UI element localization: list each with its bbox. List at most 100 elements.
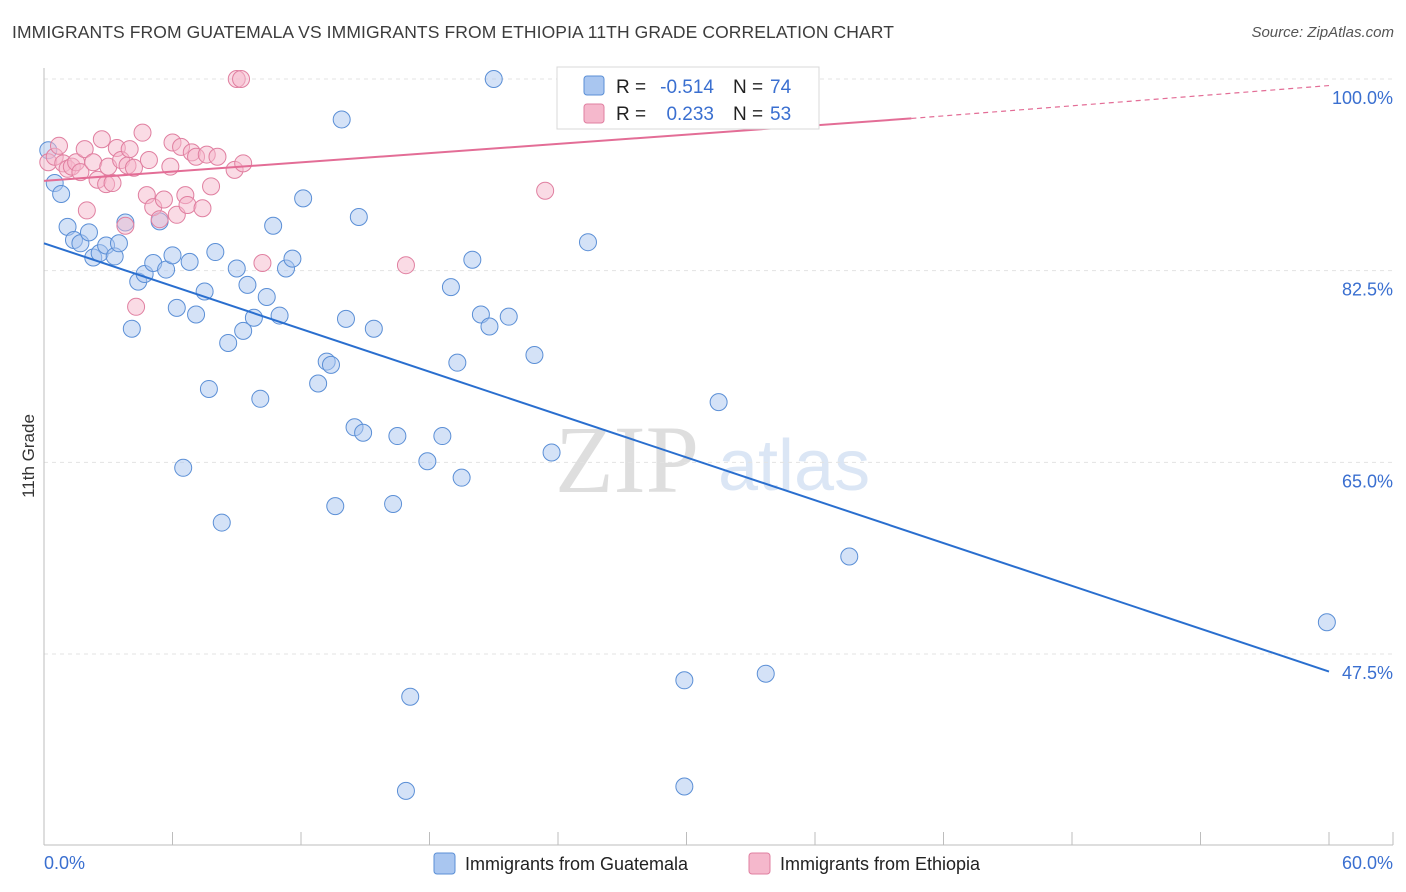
guatemala-point (441, 278, 460, 297)
ethiopia-point (116, 216, 135, 235)
guatemala-point (525, 346, 544, 364)
watermark: ZIP atlas (555, 406, 870, 513)
guatemala-point (294, 189, 313, 208)
guatemala-point (174, 458, 193, 477)
guatemala-point (396, 781, 415, 800)
guatemala-point (257, 287, 276, 306)
ethiopia-point (77, 201, 96, 220)
guatemala-point (336, 309, 355, 328)
ethiopia-point (139, 151, 158, 170)
guatemala-point (756, 664, 775, 683)
guatemala-point (79, 223, 98, 242)
guatemala-point (433, 427, 452, 446)
guatemala-point (238, 275, 257, 294)
guatemala-point (364, 319, 383, 338)
guatemala-point (463, 250, 482, 269)
guatemala-point (212, 513, 231, 532)
guatemala-point (180, 252, 199, 271)
guatemala-point (452, 468, 471, 487)
ethiopia-point (154, 190, 173, 209)
ethiopia-point (133, 123, 152, 142)
legend-r-label-guatemala: R = (616, 77, 646, 98)
guatemala-point (227, 259, 246, 278)
ethiopia-point (208, 147, 227, 166)
ethiopia-point (124, 158, 143, 177)
guatemala-point (163, 246, 182, 265)
guatemala-point (52, 185, 71, 203)
ethiopia-point (536, 181, 555, 200)
legend-swatch-ethiopia (583, 103, 605, 124)
guatemala-point (283, 249, 302, 268)
ethiopia-point (150, 210, 169, 229)
guatemala-point (418, 452, 437, 471)
x-ticks (43, 832, 1394, 845)
guatemala-point (234, 321, 253, 340)
ethiopia-point (396, 256, 415, 275)
guatemala-point (122, 319, 141, 338)
guatemala-point (109, 234, 128, 253)
y-tick-label: 65.0% (1342, 471, 1393, 491)
guatemala-point (401, 687, 420, 706)
ethiopia-point (234, 154, 253, 173)
x-tick-label-max: 60.0% (1342, 853, 1393, 873)
guatemala-point (840, 547, 859, 566)
ethiopia-trend-extension (911, 84, 1330, 120)
ethiopia-point (193, 199, 212, 218)
series-legend: Immigrants from Guatemala Immigrants fro… (433, 852, 981, 875)
guatemala-point (675, 777, 694, 796)
guatemala-point (542, 443, 561, 462)
ethiopia-point (103, 174, 122, 193)
guatemala-point (167, 298, 186, 317)
correlation-legend: R = -0.514 N = 74 R = 0.233 N = 53 (556, 66, 820, 130)
ethiopia-point (84, 153, 103, 172)
chart-source: Source: ZipAtlas.com (1251, 24, 1394, 41)
guatemala-point (499, 307, 518, 326)
guatemala-point (206, 243, 225, 262)
guatemala-point (244, 308, 263, 327)
y-tick-label: 82.5% (1342, 280, 1393, 300)
series-legend-label-ethiopia: Immigrants from Ethiopia (780, 854, 981, 874)
guatemala-point (264, 216, 283, 235)
ethiopia-point (92, 130, 111, 149)
guatemala-point (484, 70, 503, 88)
guatemala-point (349, 208, 368, 226)
guatemala-point (309, 374, 328, 393)
guatemala-point (219, 333, 238, 352)
ethiopia-point (120, 140, 139, 159)
y-tick-label: 100.0% (1332, 88, 1393, 108)
legend-r-value-guatemala: -0.514 (660, 77, 714, 98)
series-legend-label-guatemala: Immigrants from Guatemala (465, 854, 689, 874)
ethiopia-point (71, 163, 90, 182)
guatemala-point (709, 393, 728, 412)
guatemala-point (326, 497, 345, 516)
x-tick-label-min: 0.0% (44, 853, 85, 873)
guatemala-point (675, 671, 694, 690)
guatemala-point (321, 355, 340, 374)
axes (43, 68, 1393, 846)
legend-swatch-guatemala (583, 75, 605, 96)
ethiopia-point (232, 70, 251, 88)
ethiopia-point (202, 177, 221, 196)
ethiopia-point (178, 195, 197, 214)
legend-n-value-ethiopia: 53 (770, 104, 791, 125)
guatemala-point (578, 233, 597, 252)
ethiopia-point (75, 140, 94, 159)
guatemala-point (251, 389, 270, 408)
series-ethiopia-points (39, 70, 767, 316)
watermark-zip: ZIP (555, 406, 699, 513)
y-tick-label: 47.5% (1342, 663, 1393, 683)
legend-n-label-ethiopia: N = (733, 104, 763, 125)
legend-n-value-guatemala: 74 (770, 77, 792, 98)
guatemala-point (199, 379, 218, 398)
guatemala-point (187, 305, 206, 324)
series-legend-swatch-ethiopia (748, 852, 771, 875)
ethiopia-point (127, 297, 146, 316)
guatemala-point (388, 427, 407, 446)
legend-r-label-ethiopia: R = (616, 104, 646, 125)
guatemala-point (448, 353, 467, 372)
y-tick-labels: 100.0% 82.5% 65.0% 47.5% (1332, 88, 1393, 683)
chart-title: IMMIGRANTS FROM GUATEMALA VS IMMIGRANTS … (12, 22, 894, 42)
legend-n-label-guatemala: N = (733, 77, 763, 98)
ethiopia-point (49, 136, 68, 155)
